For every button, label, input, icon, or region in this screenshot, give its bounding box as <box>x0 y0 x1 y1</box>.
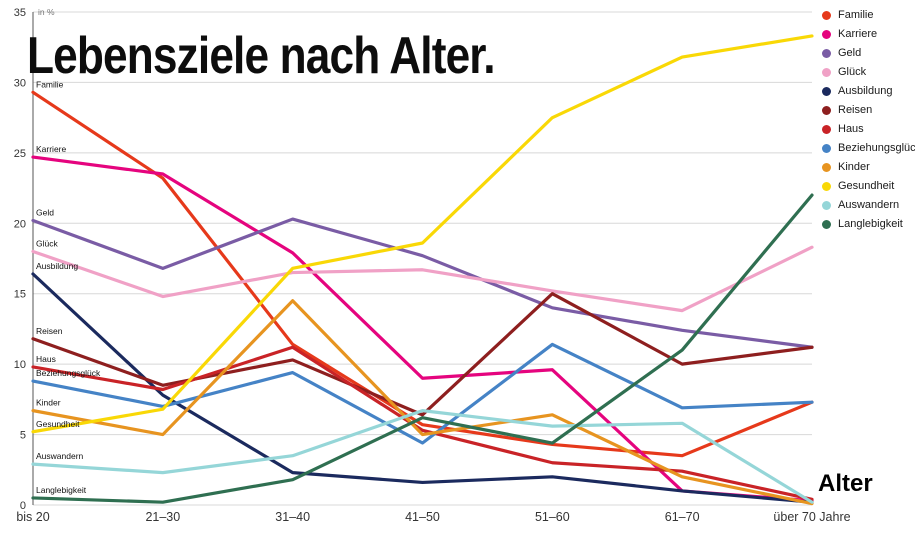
legend-swatch <box>822 144 831 153</box>
series-start-label: Gesundheit <box>36 419 80 429</box>
series-line-beziehungsglück <box>31 342 814 445</box>
series-start-label: Glück <box>36 238 58 248</box>
legend-label: Auswandern <box>838 199 900 211</box>
x-axis-title: Alter <box>818 470 873 497</box>
legend-item: Glück <box>822 66 915 78</box>
series-start-label: Kinder <box>36 398 61 408</box>
series-start-label: Auswandern <box>36 451 84 461</box>
series-line-kinder <box>31 299 814 506</box>
legend-label: Familie <box>838 9 874 21</box>
series-start-label: Reisen <box>36 326 63 336</box>
x-tick-label: 21–30 <box>145 510 180 524</box>
legend-swatch <box>822 68 831 77</box>
legend-swatch <box>822 163 831 172</box>
legend-item: Auswandern <box>822 199 915 211</box>
y-tick-label: 0 <box>20 500 26 512</box>
y-tick-label: 25 <box>14 148 26 160</box>
series-line-gesundheit <box>31 34 814 434</box>
x-tick-label: bis 20 <box>16 510 49 524</box>
legend-label: Kinder <box>838 161 870 173</box>
legend-label: Glück <box>838 66 867 78</box>
x-tick-label: 31–40 <box>275 510 310 524</box>
series-start-label: Familie <box>36 79 64 89</box>
legend-item: Kinder <box>822 161 915 173</box>
y-tick-label: 15 <box>14 289 26 301</box>
series-line-langlebigkeit <box>31 193 814 504</box>
legend-swatch <box>822 106 831 115</box>
legend-label: Beziehungsglück <box>838 142 915 154</box>
legend-item: Geld <box>822 47 915 59</box>
series-start-label: Beziehungsglück <box>36 368 101 378</box>
legend-label: Geld <box>838 47 862 59</box>
legend-label: Langlebigkeit <box>838 218 903 230</box>
legend: Familie Karriere Geld Glück Ausbildung Reisen… <box>822 9 915 239</box>
y-axis-unit-label: in % <box>38 7 55 17</box>
legend-item: Reisen <box>822 104 915 116</box>
series-start-label: Karriere <box>36 144 67 154</box>
x-tick-label: über 70 Jahre <box>773 510 850 524</box>
series-line-familie <box>31 90 814 458</box>
legend-item: Karriere <box>822 28 915 40</box>
x-tick-label: 61–70 <box>665 510 700 524</box>
series-line-auswandern <box>31 409 814 504</box>
series-line-geld <box>31 217 814 349</box>
legend-item: Beziehungsglück <box>822 142 915 154</box>
series-start-label: Langlebigkeit <box>36 485 87 495</box>
legend-item: Gesundheit <box>822 180 915 192</box>
legend-item: Haus <box>822 123 915 135</box>
series-line-ausbildung <box>31 272 814 504</box>
legend-label: Karriere <box>838 28 878 40</box>
legend-label: Ausbildung <box>838 85 893 97</box>
legend-label: Haus <box>838 123 864 135</box>
legend-item: Ausbildung <box>822 85 915 97</box>
y-tick-label: 20 <box>14 218 26 230</box>
legend-swatch <box>822 87 831 96</box>
legend-swatch <box>822 182 831 191</box>
legend-item: Familie <box>822 9 915 21</box>
series-line-glück <box>31 245 814 313</box>
series-start-label: Ausbildung <box>36 261 78 271</box>
legend-label: Gesundheit <box>838 180 895 192</box>
legend-swatch <box>822 220 831 229</box>
legend-swatch <box>822 11 831 20</box>
series-line-reisen <box>31 292 814 417</box>
x-tick-label: 51–60 <box>535 510 570 524</box>
y-tick-label: 30 <box>14 77 26 89</box>
legend-swatch <box>822 30 831 39</box>
legend-label: Reisen <box>838 104 873 116</box>
legend-item: Langlebigkeit <box>822 218 915 230</box>
series-line-haus <box>31 345 814 501</box>
y-tick-label: 10 <box>14 359 26 371</box>
legend-swatch <box>822 201 831 210</box>
series-start-label: Geld <box>36 207 54 217</box>
chart-title: Lebensziele nach Alter. <box>27 27 495 85</box>
legend-swatch <box>822 49 831 58</box>
y-tick-label: 5 <box>20 430 26 442</box>
y-tick-label: 35 <box>14 7 26 19</box>
series-start-label: Haus <box>36 354 56 364</box>
x-tick-label: 41–50 <box>405 510 440 524</box>
legend-swatch <box>822 125 831 134</box>
